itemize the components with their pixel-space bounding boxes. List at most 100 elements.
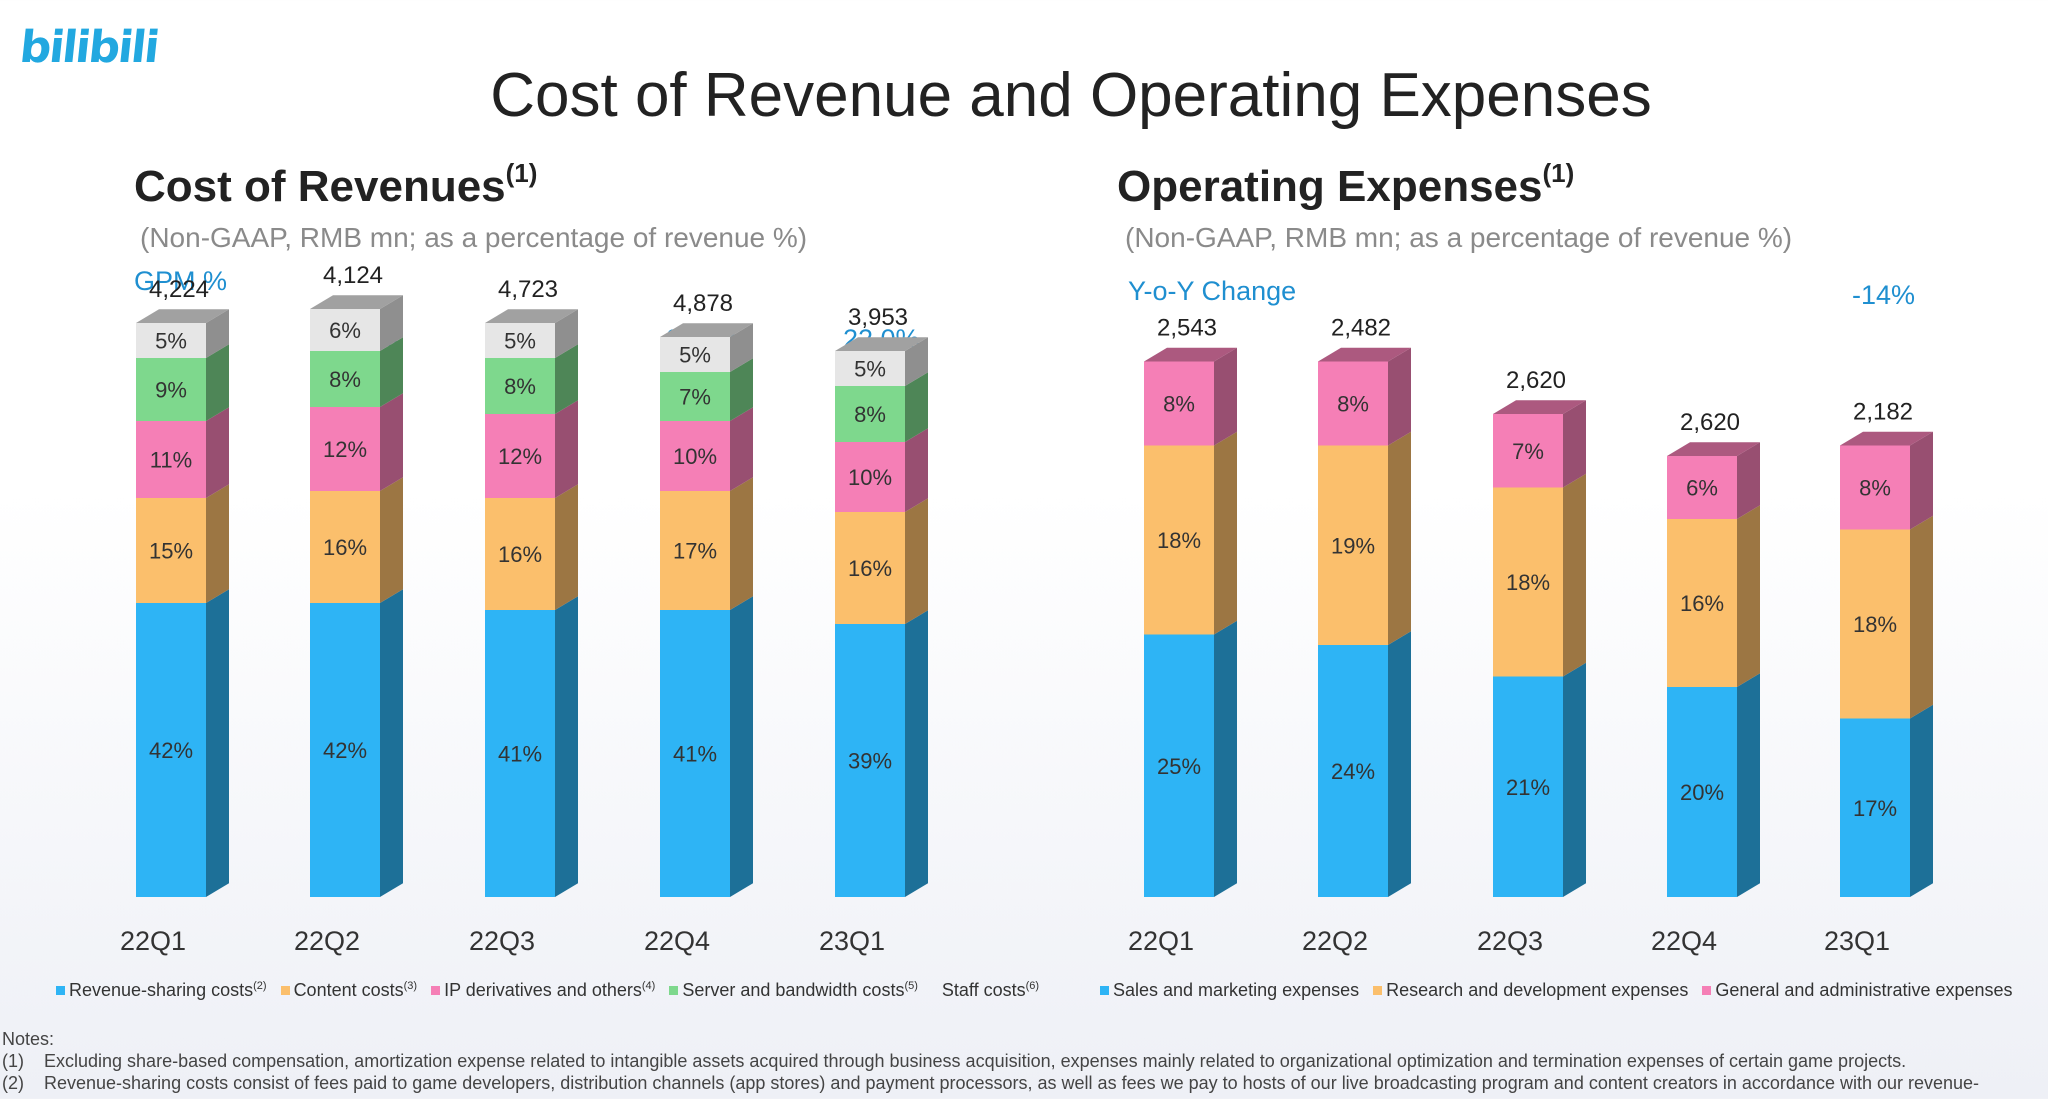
opex-bar-23Q1-label-2: 8% (1859, 476, 1891, 501)
opex-total-22Q4: 2,620 (1680, 409, 1740, 436)
opex-total-22Q3: 2,620 (1506, 367, 1566, 394)
cost-bar-22Q3-label-3: 8% (504, 374, 536, 399)
cost-bar-22Q4-side-1 (730, 477, 753, 610)
cost-bar-23Q1-top (835, 337, 928, 351)
cost-bar-22Q4-side-3 (730, 358, 753, 421)
opex-bar-23Q1-top (1840, 431, 1933, 446)
legend-item: Content costs(3) (280, 980, 417, 1000)
cost-bar-22Q2-label-3: 8% (329, 367, 361, 392)
cost-bar-22Q1-side-0 (206, 589, 229, 897)
opex-bar-23Q1-seg-0 (1840, 718, 1910, 897)
cost-total-22Q2: 4,124 (323, 262, 383, 289)
opex-bar-22Q3-label-0: 21% (1506, 775, 1550, 800)
legend-item: Research and development expenses (1373, 980, 1688, 1000)
cost-bar-22Q1-seg-1 (136, 498, 206, 603)
legend-swatch (1100, 986, 1109, 995)
cost-category-22Q1: 22Q1 (120, 926, 186, 956)
yoy-value: -14% (1852, 280, 1916, 310)
opex-category-22Q1: 22Q1 (1128, 926, 1194, 956)
cost-bar-23Q1-label-0: 39% (848, 749, 892, 774)
opex-bar-22Q3-seg-0 (1493, 676, 1563, 897)
cost-bar-22Q2-label-2: 12% (323, 437, 367, 462)
opex-bar-22Q3-label-2: 7% (1512, 439, 1544, 464)
cost-total-22Q3: 4,723 (498, 276, 558, 303)
cost-bar-22Q1-seg-2 (136, 421, 206, 498)
legend-swatch (1702, 986, 1712, 995)
opex-bar-23Q1-side-1 (1910, 515, 1933, 719)
cost-category-22Q3: 22Q3 (469, 926, 535, 956)
cost-bar-23Q1-seg-2 (835, 442, 905, 512)
opex-bar-23Q1-side-0 (1910, 704, 1933, 897)
legend-swatch (669, 986, 679, 995)
cost-bar-22Q2-side-0 (380, 589, 403, 897)
footnotes: Notes: (1) Excluding share-based compensa… (2, 1028, 1979, 1094)
cost-bar-23Q1-label-4: 5% (854, 357, 886, 382)
note-1: (1) Excluding share-based compensation, a… (2, 1051, 1907, 1071)
opex-total-23Q1: 2,182 (1853, 399, 1913, 426)
opex-bar-22Q4-seg-1 (1667, 519, 1737, 687)
opex-bar-22Q3-seg-2 (1493, 414, 1563, 488)
cost-bar-22Q4-side-2 (730, 407, 753, 491)
opex-bar-22Q4-side-0 (1737, 673, 1760, 897)
cost-bar-22Q4-label-4: 5% (679, 343, 711, 368)
cost-total-22Q1: 4,224 (149, 276, 209, 303)
cost-of-revenues-subtitle: (Non-GAAP, RMB mn; as a percentage of re… (140, 222, 808, 253)
operating-expenses-subtitle: (Non-GAAP, RMB mn; as a percentage of re… (1125, 222, 1793, 253)
opex-bar-22Q2-side-1 (1388, 431, 1411, 645)
cost-bar-22Q4-seg-0 (660, 610, 730, 897)
cost-bar-22Q2-side-3 (380, 337, 403, 407)
legend-item: Revenue-sharing costs(2) (56, 980, 267, 1000)
legend-item: IP derivatives and others(4) (431, 980, 655, 1000)
opex-bar-22Q3-side-1 (1563, 473, 1586, 677)
cost-bar-22Q3-seg-1 (485, 498, 555, 610)
opex-bar-22Q3-seg-1 (1493, 487, 1563, 677)
opex-total-22Q1: 2,543 (1157, 315, 1217, 342)
opex-bar-22Q3-side-0 (1563, 662, 1586, 897)
opex-bar-22Q4-label-2: 6% (1686, 476, 1718, 501)
cost-bar-23Q1-seg-4 (835, 351, 905, 386)
cost-bar-22Q4-seg-3 (660, 372, 730, 421)
cost-bar-22Q1-label-3: 9% (155, 378, 187, 403)
cost-bar-22Q3-label-1: 16% (498, 542, 542, 567)
legend-swatch (431, 986, 441, 995)
cost-bar-22Q1-label-4: 5% (155, 329, 187, 354)
cost-bar-22Q1-side-1 (206, 484, 229, 603)
cost-bar-22Q3-seg-3 (485, 358, 555, 414)
cost-bar-22Q3-side-4 (555, 309, 578, 358)
opex-bar-23Q1-label-0: 17% (1853, 796, 1897, 821)
cost-bar-22Q3-seg-4 (485, 323, 555, 358)
page-title: Cost of Revenue and Operating Expenses (490, 61, 1652, 130)
legend-swatch (1373, 986, 1383, 995)
cost-bar-23Q1-seg-3 (835, 386, 905, 442)
opex-bar-22Q3-side-2 (1563, 400, 1586, 488)
cost-bar-22Q4-seg-4 (660, 337, 730, 372)
cost-bar-22Q2-side-4 (380, 295, 403, 351)
cost-bar-22Q1-seg-0 (136, 603, 206, 897)
cost-bar-22Q1-side-2 (206, 407, 229, 498)
opex-bar-22Q2-seg-1 (1318, 445, 1388, 645)
opex-bar-22Q1-top (1144, 347, 1237, 362)
opex-bar-22Q2-label-0: 24% (1331, 759, 1375, 784)
cost-bar-22Q2-seg-4 (310, 309, 380, 351)
opex-bar-22Q1-label-0: 25% (1157, 754, 1201, 779)
opex-category-23Q1: 23Q1 (1824, 926, 1890, 956)
cost-bar-22Q1-side-4 (206, 309, 229, 358)
cost-bar-22Q2-seg-1 (310, 491, 380, 603)
cost-bar-22Q3-label-2: 12% (498, 444, 542, 469)
gpm-label: GPM % (134, 266, 228, 296)
opex-bar-22Q1-seg-1 (1144, 445, 1214, 635)
cost-bar-23Q1-side-1 (905, 498, 928, 624)
legend-item: Staff costs(6) (941, 980, 1040, 1000)
cost-bar-22Q3-side-2 (555, 400, 578, 498)
opex-bar-22Q1-side-2 (1214, 347, 1237, 446)
cost-bar-22Q1-label-1: 15% (149, 539, 193, 564)
opex-bar-22Q2-seg-0 (1318, 645, 1388, 897)
cost-bar-22Q3-side-0 (555, 596, 578, 897)
opex-bar-22Q3-top (1493, 400, 1586, 414)
cost-bar-22Q3-label-4: 5% (504, 329, 536, 354)
cost-bar-22Q4-label-1: 17% (673, 539, 717, 564)
opex-bar-22Q4-top (1667, 442, 1760, 456)
cost-bar-22Q2-side-2 (380, 393, 403, 491)
cost-bar-22Q3-side-3 (555, 344, 578, 414)
opex-bar-22Q2-label-2: 8% (1337, 392, 1369, 417)
